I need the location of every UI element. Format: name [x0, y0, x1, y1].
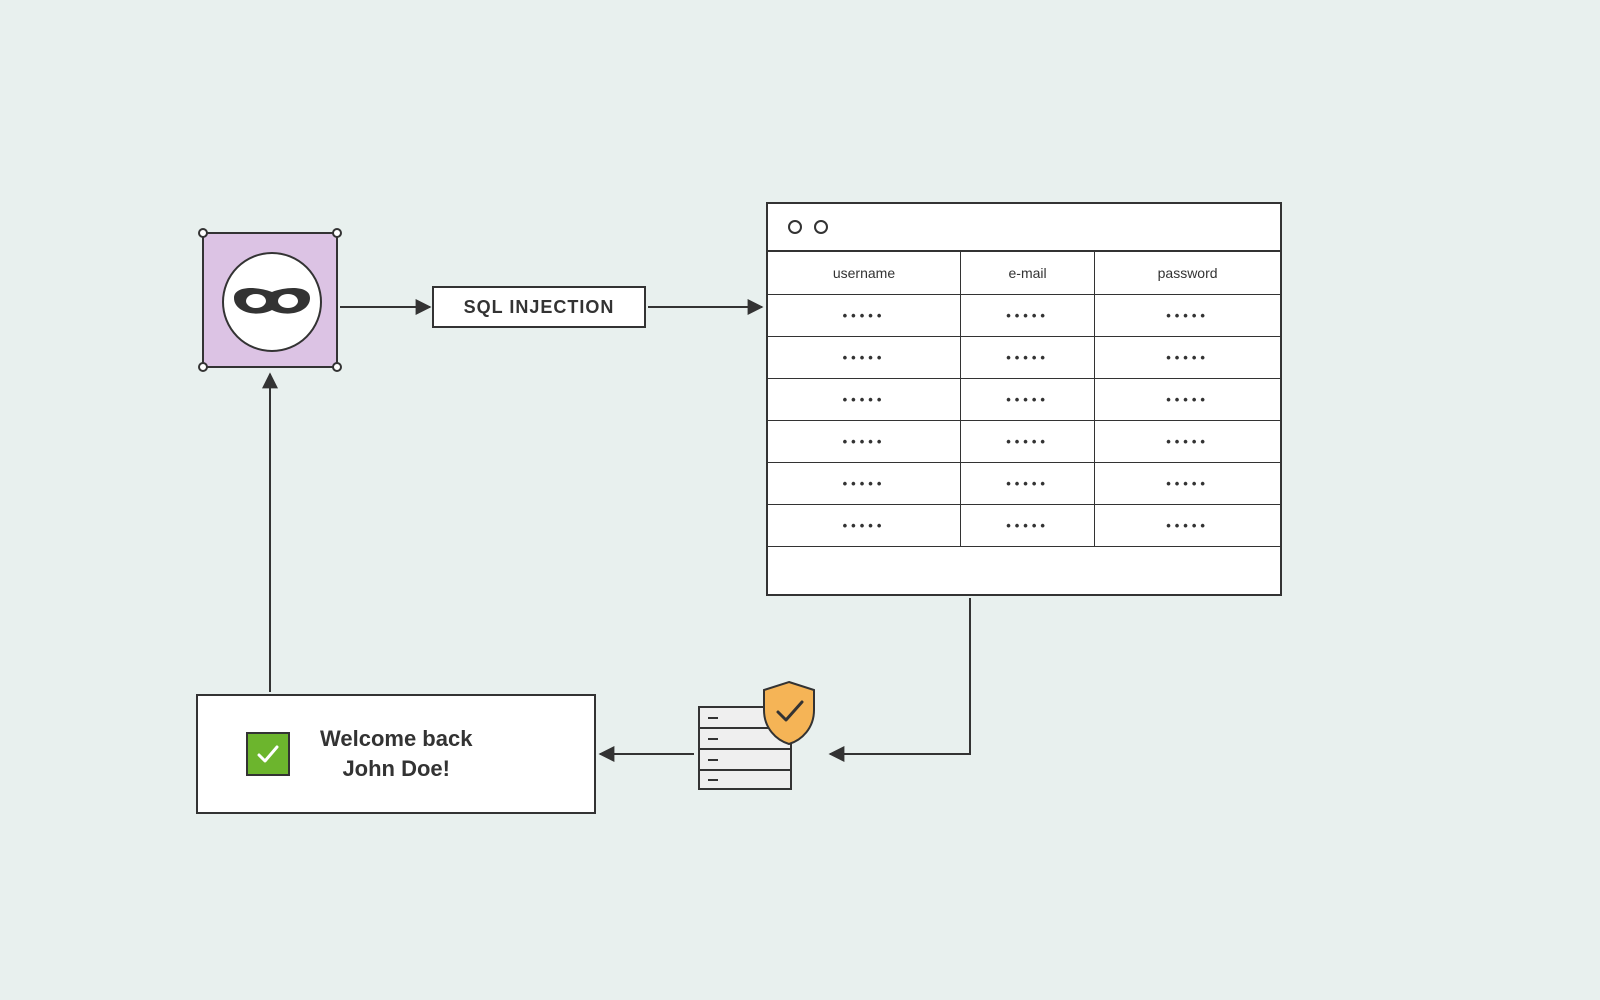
- table-row: •••••••••••••••: [768, 504, 1280, 546]
- attacker-node: [202, 232, 338, 368]
- table-cell: •••••: [1095, 504, 1280, 546]
- table-row: •••••••••••••••: [768, 336, 1280, 378]
- table-cell: •••••: [768, 504, 960, 546]
- window-control-icon: [814, 220, 828, 234]
- server-disk-icon: [698, 769, 792, 790]
- attacker-face-icon: [222, 252, 322, 352]
- database-window: username e-mail password •••••••••••••••…: [766, 202, 1282, 596]
- selection-handle: [198, 362, 208, 372]
- sql-injection-text: SQL INJECTION: [464, 297, 615, 318]
- table-cell: •••••: [960, 504, 1094, 546]
- diagram-canvas: SQL INJECTION username e-mail password •…: [0, 0, 1600, 1000]
- window-control-icon: [788, 220, 802, 234]
- table-row: •••••••••••••••: [768, 462, 1280, 504]
- table-row: •••••••••••••••: [768, 378, 1280, 420]
- shield-icon: [760, 680, 818, 746]
- selection-handle: [198, 228, 208, 238]
- table-cell: •••••: [1095, 420, 1280, 462]
- table-cell: •••••: [768, 420, 960, 462]
- column-header-password: password: [1095, 252, 1280, 294]
- server-disk-icon: [698, 748, 792, 769]
- table-cell: •••••: [960, 378, 1094, 420]
- table-cell: •••••: [1095, 378, 1280, 420]
- table-cell: •••••: [1095, 336, 1280, 378]
- table-cell: •••••: [960, 420, 1094, 462]
- welcome-line2: John Doe!: [342, 756, 450, 781]
- selection-handle: [332, 362, 342, 372]
- table-cell: •••••: [768, 294, 960, 336]
- table-cell: •••••: [960, 336, 1094, 378]
- table-cell: •••••: [1095, 294, 1280, 336]
- table-cell: •••••: [960, 294, 1094, 336]
- column-header-email: e-mail: [960, 252, 1094, 294]
- column-header-username: username: [768, 252, 960, 294]
- table-cell: •••••: [960, 462, 1094, 504]
- sql-injection-label: SQL INJECTION: [432, 286, 646, 328]
- welcome-text: Welcome back John Doe!: [320, 724, 472, 783]
- window-titlebar: [768, 204, 1280, 252]
- table-row: •••••••••••••••: [768, 294, 1280, 336]
- table-row: •••••••••••••••: [768, 420, 1280, 462]
- credentials-table: username e-mail password •••••••••••••••…: [768, 252, 1280, 547]
- selection-handle: [332, 228, 342, 238]
- table-cell: •••••: [768, 378, 960, 420]
- welcome-result-node: Welcome back John Doe!: [196, 694, 596, 814]
- table-cell: •••••: [768, 336, 960, 378]
- bandit-mask-icon: [232, 284, 312, 320]
- edge-arrow: [830, 598, 970, 754]
- welcome-line1: Welcome back: [320, 726, 472, 751]
- table-cell: •••••: [1095, 462, 1280, 504]
- table-cell: •••••: [768, 462, 960, 504]
- success-check-icon: [246, 732, 290, 776]
